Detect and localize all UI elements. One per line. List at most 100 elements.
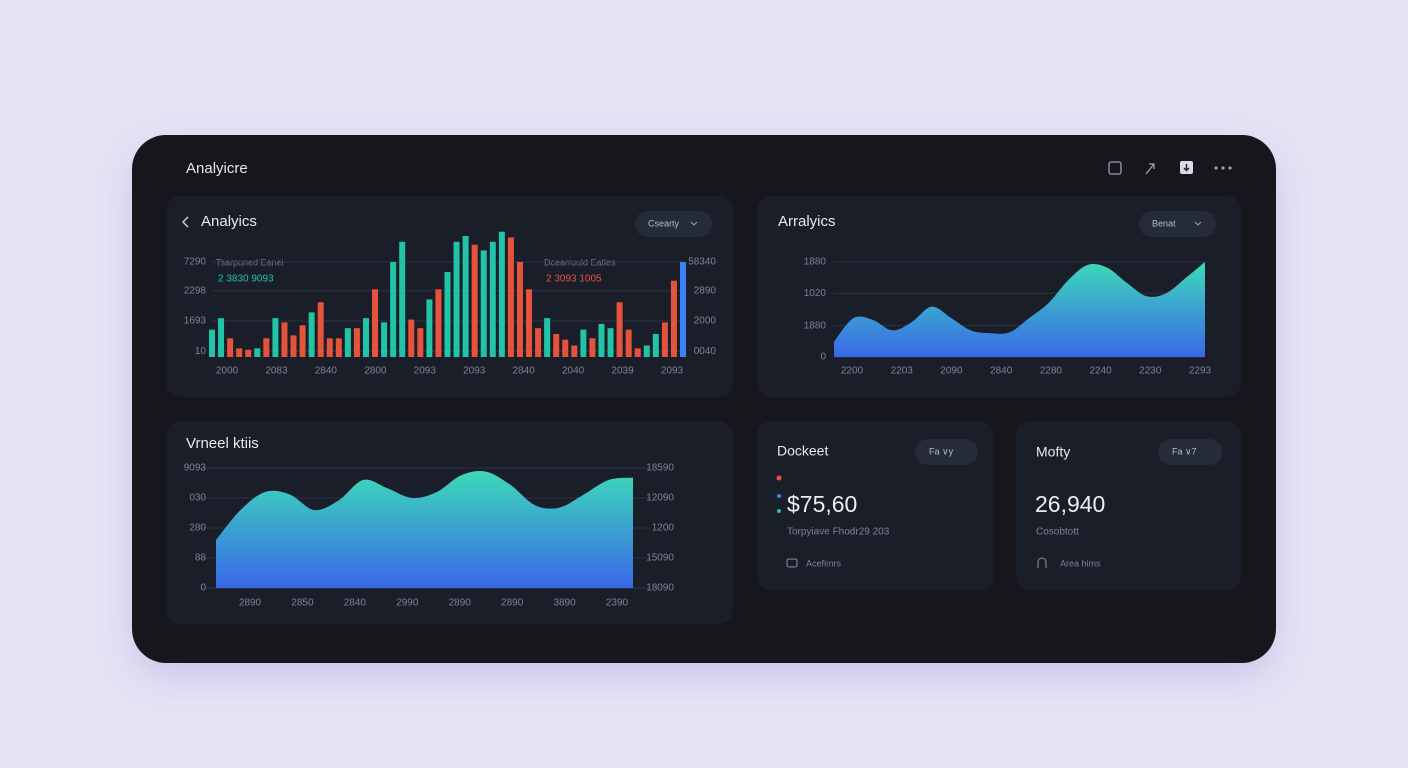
panel-title: Vrneel ktiis bbox=[186, 435, 259, 452]
bar bbox=[471, 244, 478, 357]
bar bbox=[390, 261, 397, 357]
y2-tick-label: 58340 bbox=[688, 257, 716, 268]
y-tick-label: 1880 bbox=[804, 257, 827, 268]
x-tick-label: 2000 bbox=[216, 366, 239, 377]
bar bbox=[372, 289, 379, 357]
y-tick-label: 7290 bbox=[184, 257, 207, 268]
bar bbox=[408, 319, 415, 357]
bar bbox=[462, 236, 469, 357]
y2-tick-label: 2000 bbox=[694, 316, 717, 327]
status-dot bbox=[777, 509, 781, 513]
y-tick-label: 1693 bbox=[184, 316, 207, 327]
bar bbox=[435, 289, 442, 357]
x-tick-label: 3890 bbox=[553, 598, 576, 609]
icon-share[interactable] bbox=[1145, 163, 1155, 175]
y-tick-label: 10 bbox=[195, 346, 207, 357]
icon-square[interactable] bbox=[1108, 161, 1122, 175]
x-tick-label: 2990 bbox=[396, 598, 419, 609]
bar bbox=[544, 318, 551, 357]
x-tick-label: 2093 bbox=[414, 366, 437, 377]
bar bbox=[643, 345, 650, 357]
x-tick-label: 2040 bbox=[562, 366, 585, 377]
bar bbox=[652, 333, 659, 357]
stat-title: Mofty bbox=[1036, 444, 1070, 460]
y-tick-label: 0 bbox=[820, 352, 826, 363]
legend-value: 2 3093 1005 bbox=[546, 274, 602, 285]
icon-more[interactable] bbox=[1214, 166, 1232, 170]
bar bbox=[272, 318, 279, 357]
x-tick-label: 2890 bbox=[449, 598, 472, 609]
panel-title: Analyics bbox=[201, 213, 257, 230]
x-tick-label: 2039 bbox=[611, 366, 634, 377]
stat-subtitle: Cosobtott bbox=[1036, 527, 1079, 538]
legend-value: 2 3830 9093 bbox=[218, 274, 274, 285]
dropdown-label: Fa ∨y bbox=[929, 446, 954, 456]
x-tick-label: 2800 bbox=[364, 366, 387, 377]
y-tick-label: 2298 bbox=[184, 285, 207, 296]
x-tick-label: 2083 bbox=[265, 366, 288, 377]
x-tick-label: 2840 bbox=[315, 366, 338, 377]
bar bbox=[317, 302, 324, 357]
x-tick-label: 2200 bbox=[841, 366, 864, 377]
bar bbox=[580, 329, 587, 357]
header-icons bbox=[1108, 161, 1232, 175]
x-tick-label: 2293 bbox=[1189, 366, 1212, 377]
x-tick-label: 2090 bbox=[940, 366, 963, 377]
dropdown[interactable] bbox=[915, 439, 978, 465]
y-tick-label: 0 bbox=[200, 583, 206, 594]
dropdown-label: Fa ∨7 bbox=[1172, 446, 1197, 456]
bar bbox=[236, 348, 243, 357]
bar bbox=[680, 261, 686, 357]
bar bbox=[480, 250, 487, 357]
status-dot bbox=[777, 494, 781, 498]
dropdown[interactable] bbox=[1139, 211, 1216, 237]
bar bbox=[661, 322, 668, 357]
bar bbox=[381, 322, 388, 357]
area bbox=[834, 262, 1205, 357]
bar bbox=[553, 333, 560, 357]
x-tick-label: 2890 bbox=[239, 598, 262, 609]
bar bbox=[562, 339, 569, 357]
dropdown[interactable] bbox=[635, 211, 712, 237]
bar bbox=[634, 348, 641, 357]
bar bbox=[326, 338, 333, 357]
bar bbox=[353, 328, 360, 357]
icon-download-arrow bbox=[1183, 164, 1190, 172]
bar bbox=[444, 272, 451, 357]
y2-tick-label: 18090 bbox=[646, 583, 674, 594]
bar bbox=[254, 348, 261, 357]
y2-tick-label: 0040 bbox=[694, 346, 717, 357]
x-tick-label: 2850 bbox=[291, 598, 314, 609]
bar bbox=[218, 318, 225, 357]
bar bbox=[299, 325, 306, 357]
y-tick-label: 030 bbox=[189, 493, 206, 504]
bar bbox=[616, 302, 623, 357]
x-tick-label: 2240 bbox=[1089, 366, 1112, 377]
stat-subtitle: Torpyiave Fhodr29 203 bbox=[787, 527, 890, 538]
bar bbox=[507, 237, 514, 357]
dropdown[interactable] bbox=[1158, 439, 1222, 465]
area bbox=[216, 471, 633, 588]
dropdown-label: Csearty bbox=[648, 218, 680, 228]
x-tick-label: 2840 bbox=[990, 366, 1013, 377]
bar bbox=[344, 328, 351, 357]
y-tick-label: 1020 bbox=[804, 288, 827, 299]
stat-footer: Area hims bbox=[1060, 558, 1101, 568]
bar bbox=[245, 349, 252, 357]
footer-icon bbox=[1037, 557, 1047, 568]
bar bbox=[209, 329, 215, 357]
stat-title: Dockeet bbox=[777, 443, 828, 459]
bar bbox=[589, 338, 596, 357]
bar bbox=[607, 328, 614, 357]
bar bbox=[290, 335, 297, 357]
back-chevron[interactable] bbox=[181, 216, 189, 228]
stat-value: $75,60 bbox=[787, 491, 857, 517]
bar bbox=[426, 299, 433, 357]
bar bbox=[516, 261, 523, 357]
bar bbox=[571, 345, 578, 357]
y-tick-label: 88 bbox=[195, 553, 207, 564]
y2-tick-label: 15090 bbox=[646, 553, 674, 564]
x-tick-label: 2840 bbox=[344, 598, 367, 609]
